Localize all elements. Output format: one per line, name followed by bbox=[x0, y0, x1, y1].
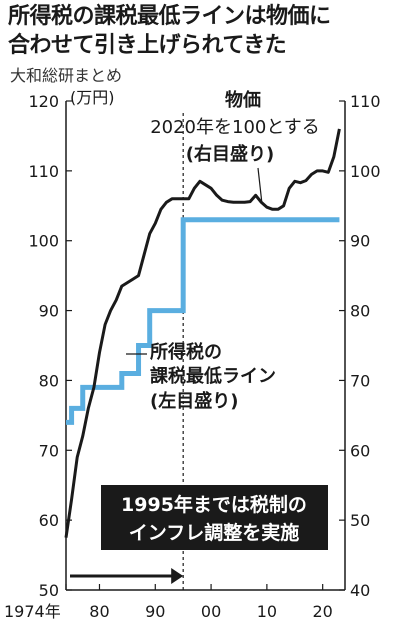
series-group bbox=[64, 128, 341, 538]
right-tick-label: 80 bbox=[350, 302, 370, 321]
income-axis-label: (左目盛り) bbox=[150, 390, 238, 412]
x-tick-label: 10 bbox=[257, 602, 277, 621]
title-line-2: 合わせて引き上げられてきた bbox=[8, 33, 287, 58]
right-tick-label: 40 bbox=[350, 581, 370, 600]
right-tick-label: 100 bbox=[350, 162, 381, 181]
price-base-label: 2020年を100とする bbox=[150, 117, 320, 138]
right-tick-label: 60 bbox=[350, 441, 370, 460]
labels-group: 物価 2020年を100とする (右目盛り) 所得税の課税最低ライン (左目盛り) 199… bbox=[70, 89, 328, 584]
price-line bbox=[64, 128, 341, 538]
left-tick-label: 80 bbox=[39, 371, 59, 390]
right-tick-label: 50 bbox=[350, 511, 370, 530]
x-tick-label: 1974年 bbox=[4, 602, 61, 621]
x-tick-label: 80 bbox=[89, 602, 109, 621]
left-tick-label: 60 bbox=[39, 511, 59, 530]
price-axis-label: (右目盛り) bbox=[186, 143, 274, 165]
income-threshold-line bbox=[66, 217, 340, 425]
x-tick-label: 20 bbox=[313, 602, 333, 621]
price-label: 物価 bbox=[225, 89, 261, 111]
left-tick-label: 50 bbox=[39, 581, 59, 600]
note-line-2: インフレ調整を実施 bbox=[129, 521, 299, 544]
income-label-1: 所得税の bbox=[150, 341, 222, 363]
left-tick-label: 100 bbox=[28, 232, 59, 251]
left-tick-label: 90 bbox=[39, 302, 59, 321]
x-tick-label: 00 bbox=[201, 602, 221, 621]
axes-group: 50 60 70 80 90 100 110 120 (万円) 40 50 60 70 80 90 100 11… bbox=[4, 88, 381, 621]
title-line-1: 所得税の課税最低ラインは物価に bbox=[8, 4, 331, 29]
left-tick-label: 70 bbox=[39, 441, 59, 460]
price-leader-line bbox=[257, 167, 263, 205]
x-tick-label: 90 bbox=[145, 602, 165, 621]
left-tick-label: 120 bbox=[28, 92, 59, 111]
income-label-2: 課税最低ライン bbox=[150, 365, 276, 387]
note-line-1: 1995年までは税制の bbox=[121, 493, 307, 516]
period-arrow-head bbox=[171, 568, 184, 584]
right-tick-label: 90 bbox=[350, 232, 370, 251]
right-tick-label: 110 bbox=[350, 92, 381, 111]
chart-title: 所得税の課税最低ラインは物価に 合わせて引き上げられてきた bbox=[8, 2, 396, 60]
right-tick-label: 70 bbox=[350, 371, 370, 390]
left-tick-label: 110 bbox=[28, 162, 59, 181]
note-box bbox=[101, 485, 328, 550]
left-axis-unit: (万円) bbox=[70, 88, 115, 107]
source-note: 大和総研まとめ bbox=[10, 66, 123, 85]
